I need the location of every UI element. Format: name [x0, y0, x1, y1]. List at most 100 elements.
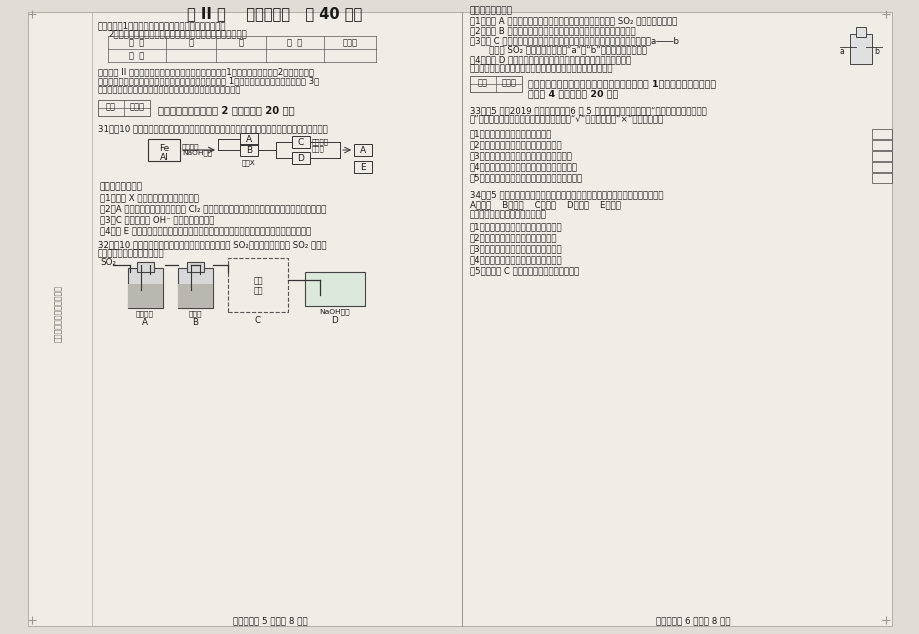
Text: 一: 一 [188, 38, 193, 47]
Text: B: B [245, 146, 252, 155]
Bar [177, 284, 213, 308]
Text: C: C [255, 316, 261, 325]
Text: A: A [359, 146, 366, 155]
Text: 性质，部分装置如下图所示。: 性质，部分装置如下图所示。 [98, 249, 165, 258]
Bar [470, 76, 521, 92]
Text: 评卷人: 评卷人 [501, 78, 516, 87]
Text: 两个模块和部分计算内容，考生根据选修的模块选择其一作答。: 两个模块和部分计算内容，考生根据选修的模块选择其一作答。 [98, 85, 242, 94]
Text: b: b [873, 47, 878, 56]
Text: （3）C 中阴离子除 OH⁻ 外还有＿＿＿＿。: （3）C 中阴离子除 OH⁻ 外还有＿＿＿＿。 [100, 215, 214, 224]
Text: （1）低碳出行有利于改善大气质量: （1）低碳出行有利于改善大气质量 [470, 129, 551, 138]
Bar [187, 262, 204, 272]
Text: 块，为所有考生必答；选答题包括《化学与生活》（选修 1）、《物质结构与性质》（选修 3）: 块，为所有考生必答；选答题包括《化学与生活》（选修 1）、《物质结构与性质》（选… [98, 76, 319, 85]
Text: 二: 二 [238, 38, 244, 47]
Text: 加入足量: 加入足量 [182, 143, 199, 150]
Bar [291, 136, 310, 148]
Text: 得分: 得分 [478, 78, 487, 87]
Bar [240, 133, 257, 145]
Text: 总分人: 总分人 [342, 38, 357, 47]
Text: 请回答下列问题：: 请回答下列问题： [100, 182, 142, 191]
Bar [871, 162, 891, 172]
Text: 2．用蓝、黑色呀水笔或圆珠笔将答案直接答在相应的位置。: 2．用蓝、黑色呀水笔或圆珠笔将答案直接答在相应的位置。 [108, 29, 246, 38]
Text: 稀盐酸: 稀盐酸 [312, 145, 324, 152]
Text: 得分: 得分 [106, 102, 116, 111]
Text: C: C [298, 138, 304, 147]
Text: 收集: 收集 [253, 276, 263, 285]
Text: 33．（5 分）2019 年世界环境日（6 月 5 日）在我国的活动主题是“蓝天保卫战，我是行动: 33．（5 分）2019 年世界环境日（6 月 5 日）在我国的活动主题是“蓝天… [470, 106, 706, 115]
Text: 总  分: 总 分 [287, 38, 302, 47]
Bar [855, 27, 865, 37]
Text: （3）富含纤维素的是＿＿＿＿＿＿＿。: （3）富含纤维素的是＿＿＿＿＿＿＿。 [470, 244, 562, 253]
Text: （3）露天焚烧垃圾不会产生污染空气的物质: （3）露天焚烧垃圾不会产生污染空气的物质 [470, 151, 573, 160]
Text: 化学试卷第 6 页（共 8 页）: 化学试卷第 6 页（共 8 页） [655, 616, 730, 625]
Text: 题包括 4 个小题，共 20 分）: 题包括 4 个小题，共 20 分） [528, 89, 618, 98]
Text: 34．（5 分）粽子是大家熟惉的端午节庆食物，制作粽子会用到的部分原料如下：: 34．（5 分）粽子是大家熟惉的端午节庆食物，制作粽子会用到的部分原料如下： [470, 190, 663, 199]
Text: Fe: Fe [159, 144, 169, 153]
Text: D: D [297, 154, 304, 163]
Bar [128, 268, 163, 308]
Text: 31．（10 分）铝、铁是人们广泛使用的金属，某化学兴趣小组用铝、铁的混合物进行如下实验。: 31．（10 分）铝、铁是人们广泛使用的金属，某化学兴趣小组用铝、铁的混合物进行… [98, 124, 327, 133]
Text: （2）装置 B 中浓硫酸的作用是＿＿＿＿＿＿＿＿＿＿＿＿＿＿＿＿。: （2）装置 B 中浓硫酸的作用是＿＿＿＿＿＿＿＿＿＿＿＿＿＿＿＿。 [470, 26, 635, 35]
Bar [305, 272, 365, 306]
Bar [849, 34, 871, 64]
Text: （2）禁止燃放烟花爆竹可减轻大气污染: （2）禁止燃放烟花爆竹可减轻大气污染 [470, 140, 562, 149]
Text: 提示：第 II 卷分为必答题和选答题。必答题包括《化学1》（必修）和《化学2》（必修）模: 提示：第 II 卷分为必答题和选答题。必答题包括《化学1》（必修）和《化学2》（… [98, 67, 313, 76]
Text: （5）维生素 C 含量最高的是＿＿＿＿＿＿。: （5）维生素 C 含量最高的是＿＿＿＿＿＿。 [470, 266, 579, 275]
Bar [871, 129, 891, 139]
Text: D: D [331, 316, 338, 325]
Text: （3）在 C 处，甲、乙两同学都选用右图装置，但对进该方式持有不同意见。a――b: （3）在 C 处，甲、乙两同学都选用右图装置，但对进该方式持有不同意见。a――b [470, 36, 678, 45]
Text: （1）富含淠粉的是＿＿＿＿＿＿＿＿。: （1）富含淠粉的是＿＿＿＿＿＿＿＿。 [470, 222, 562, 231]
Text: （4）装置 D 的作用是＿＿＿＿＿＿＿＿＿＿＿＿＿＿＿＿＿、发生: （4）装置 D 的作用是＿＿＿＿＿＿＿＿＿＿＿＿＿＿＿＿＿、发生 [470, 55, 630, 64]
Bar [354, 161, 371, 173]
Text: 请选用合理答案的字母序号填空。: 请选用合理答案的字母序号填空。 [470, 210, 546, 219]
Bar [871, 140, 891, 150]
Bar [871, 151, 891, 161]
Text: 分  数: 分 数 [130, 51, 144, 60]
Bar [871, 173, 891, 183]
Bar [128, 284, 163, 308]
Text: A: A [142, 318, 148, 327]
Text: 你认为 SO₂ 应从＿＿＿＿（填“a”或“b”）处通入集气瓶中。: 你认为 SO₂ 应从＿＿＿＿（填“a”或“b”）处通入集气瓶中。 [470, 45, 646, 54]
Text: （4）逐步停止使用氟氯代烃可保护大气臭氧层: （4）逐步停止使用氟氯代烃可保护大气臭氧层 [470, 162, 577, 171]
Text: 二、选答题（一）供选修《化学与生活》（选修 1）模块的考生作答（本: 二、选答题（一）供选修《化学与生活》（选修 1）模块的考生作答（本 [528, 79, 715, 88]
Text: Al: Al [160, 153, 168, 162]
Bar [148, 139, 180, 161]
Text: a: a [839, 47, 844, 56]
Text: A: A [245, 135, 252, 144]
Text: 加入足量: 加入足量 [312, 138, 329, 145]
Text: 题  号: 题 号 [130, 38, 144, 47]
Text: 反应的离子方程式是＿＿＿＿＿＿＿＿＿＿＿＿＿＿＿＿＿＿。: 反应的离子方程式是＿＿＿＿＿＿＿＿＿＿＿＿＿＿＿＿＿＿。 [470, 64, 613, 73]
Bar [228, 258, 288, 312]
Bar [98, 100, 150, 116]
Text: 请回答下列问题：: 请回答下列问题： [470, 6, 513, 15]
Text: SO₂: SO₂ [100, 258, 116, 267]
Text: （4）向 E 中滴加氯水，反应的化学方程式是＿＿＿＿＿＿＿＿＿＿＿＿＿＿＿＿＿＿＿。: （4）向 E 中滴加氯水，反应的化学方程式是＿＿＿＿＿＿＿＿＿＿＿＿＿＿＿＿＿＿… [100, 226, 311, 235]
Text: NaOH溶液: NaOH溶液 [319, 308, 350, 314]
Text: 者”。请判断下列说法是否正确（在括号内填“√”表示正确，填“×”表示错误）。: 者”。请判断下列说法是否正确（在括号内填“√”表示正确，填“×”表示错误）。 [470, 115, 664, 124]
Text: NaOH溶液: NaOH溶液 [182, 149, 212, 155]
Text: （1）装置 A 中观察到的现象是＿＿＿＿＿＿＿＿＿＿、说明 SO₂ 具有＿＿＿＿＿。: （1）装置 A 中观察到的现象是＿＿＿＿＿＿＿＿＿＿、说明 SO₂ 具有＿＿＿＿… [470, 16, 676, 25]
Bar [291, 152, 310, 164]
Text: 操作X: 操作X [242, 159, 255, 165]
Text: 注意事项：1．答题前将密封线内的各项内容填写清楚。: 注意事项：1．答题前将密封线内的各项内容填写清楚。 [98, 21, 226, 30]
Text: （1）操作 X 包括＿＿＿＿＿＿、洗涤。: （1）操作 X 包括＿＿＿＿＿＿、洗涤。 [100, 193, 199, 202]
Bar [240, 144, 257, 156]
Text: 评卷人: 评卷人 [130, 102, 144, 111]
Text: （2）富含蛋白质的是＿＿＿＿＿＿。: （2）富含蛋白质的是＿＿＿＿＿＿。 [470, 233, 557, 242]
Text: 32．（10 分）某校课外活动小组在实验室制取、收集 SO₂，并设计实验探究 SO₂ 的某些: 32．（10 分）某校课外活动小组在实验室制取、收集 SO₂，并设计实验探究 S… [98, 240, 326, 249]
Text: 浓硫酸: 浓硫酸 [188, 310, 201, 316]
Text: 化学试卷第 5 页（共 8 页）: 化学试卷第 5 页（共 8 页） [233, 616, 307, 625]
Text: 第 II 卷    （非选择题   共 40 分）: 第 II 卷 （非选择题 共 40 分） [187, 6, 362, 21]
Text: E: E [360, 163, 366, 172]
Text: （5）居室装修选用达标材料可减少室内空气污染: （5）居室装修选用达标材料可减少室内空气污染 [470, 173, 583, 182]
Text: B: B [192, 318, 198, 327]
Text: 一、必答题（本题包括 2 个小题，共 20 分）: 一、必答题（本题包括 2 个小题，共 20 分） [158, 105, 294, 115]
Text: （4）属于调味剂的是＿＿＿＿＿＿＿。: （4）属于调味剂的是＿＿＿＿＿＿＿。 [470, 255, 562, 264]
Bar [177, 268, 213, 308]
Bar [354, 144, 371, 156]
Text: A．糯米    B．菠萝    C．鲜肉    D．粽叶    E．味精: A．糯米 B．菠萝 C．鲜肉 D．粽叶 E．味精 [470, 200, 620, 209]
Text: 题号粘贴长条形密封答题纸: 题号粘贴长条形密封答题纸 [53, 285, 62, 342]
Bar [137, 262, 153, 272]
Text: （2）A 的化学式是＿＿＿＿，它在 Cl₂ 中燃烧的现象是＿＿＿＿＿＿＿＿＿＿＿＿＿＿＿＿。: （2）A 的化学式是＿＿＿＿，它在 Cl₂ 中燃烧的现象是＿＿＿＿＿＿＿＿＿＿＿… [100, 204, 326, 213]
Text: 装置: 装置 [253, 286, 263, 295]
